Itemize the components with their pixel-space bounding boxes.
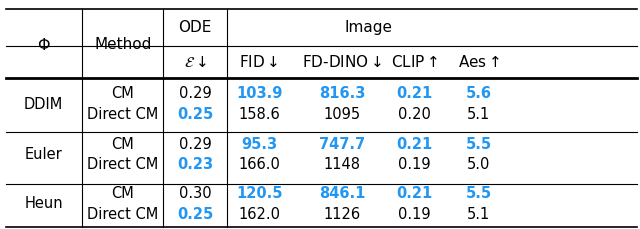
Text: DDIM: DDIM — [24, 97, 63, 112]
Text: 0.20: 0.20 — [398, 107, 431, 122]
Text: Euler: Euler — [25, 147, 62, 162]
Text: CM: CM — [111, 137, 134, 152]
Text: 103.9: 103.9 — [236, 86, 282, 101]
Text: FID$\downarrow$: FID$\downarrow$ — [239, 54, 279, 70]
Text: 0.29: 0.29 — [179, 86, 212, 101]
Text: Image: Image — [345, 20, 393, 35]
Text: Heun: Heun — [24, 196, 63, 211]
Text: 1095: 1095 — [324, 107, 361, 122]
Text: 5.1: 5.1 — [467, 107, 490, 122]
Text: 162.0: 162.0 — [238, 207, 280, 222]
Text: 0.30: 0.30 — [179, 186, 211, 201]
Text: 5.6: 5.6 — [466, 86, 492, 101]
Text: 0.19: 0.19 — [399, 207, 431, 222]
Text: 120.5: 120.5 — [236, 186, 282, 201]
Text: 0.21: 0.21 — [397, 86, 433, 101]
Text: CM: CM — [111, 86, 134, 101]
Text: $\Phi$: $\Phi$ — [36, 37, 51, 53]
Text: 1148: 1148 — [324, 157, 361, 172]
Text: 1126: 1126 — [324, 207, 361, 222]
Text: 0.29: 0.29 — [179, 137, 212, 152]
Text: $\mathcal{E}\downarrow$: $\mathcal{E}\downarrow$ — [184, 55, 207, 70]
Text: ODE: ODE — [179, 20, 212, 35]
Text: Direct CM: Direct CM — [87, 107, 159, 122]
Text: CLIP$\uparrow$: CLIP$\uparrow$ — [391, 54, 438, 70]
Text: 5.5: 5.5 — [466, 186, 492, 201]
Text: Direct CM: Direct CM — [87, 157, 159, 172]
Text: 0.21: 0.21 — [397, 137, 433, 152]
Text: 0.23: 0.23 — [177, 157, 213, 172]
Text: 747.7: 747.7 — [319, 137, 365, 152]
Text: Aes$\uparrow$: Aes$\uparrow$ — [458, 54, 500, 70]
Text: 0.25: 0.25 — [177, 107, 213, 122]
Text: Direct CM: Direct CM — [87, 207, 159, 222]
Text: 166.0: 166.0 — [238, 157, 280, 172]
Text: 5.5: 5.5 — [466, 137, 492, 152]
Text: 816.3: 816.3 — [319, 86, 365, 101]
Text: FD-DINO$\downarrow$: FD-DINO$\downarrow$ — [302, 54, 383, 70]
Text: Method: Method — [94, 37, 152, 52]
Text: 846.1: 846.1 — [319, 186, 365, 201]
Text: 0.25: 0.25 — [177, 207, 213, 222]
Text: 5.1: 5.1 — [467, 207, 490, 222]
Text: 5.0: 5.0 — [467, 157, 490, 172]
Text: 158.6: 158.6 — [238, 107, 280, 122]
Text: 0.19: 0.19 — [399, 157, 431, 172]
Text: CM: CM — [111, 186, 134, 201]
Text: 0.21: 0.21 — [397, 186, 433, 201]
Text: 95.3: 95.3 — [241, 137, 277, 152]
